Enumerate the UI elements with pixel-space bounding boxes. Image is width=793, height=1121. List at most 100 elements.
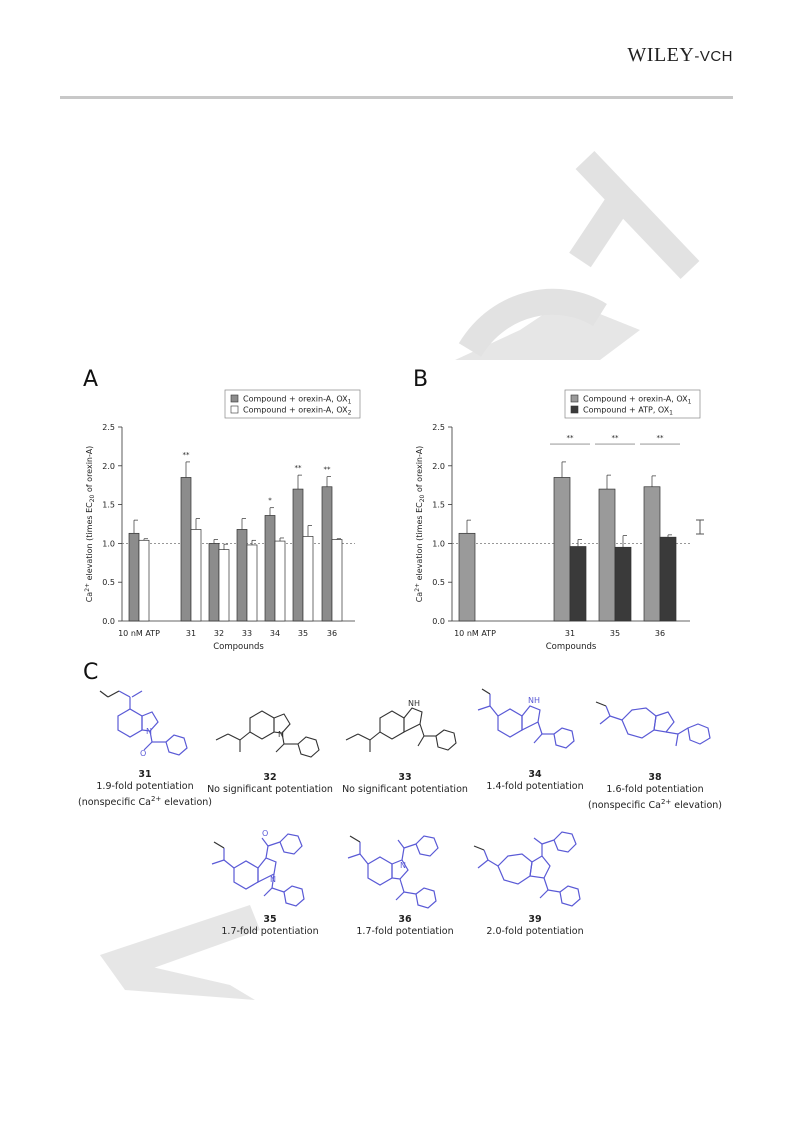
legend-swatch (570, 394, 579, 403)
y-tick-label: 2.5 (102, 423, 115, 432)
x-tick-label: 36 (327, 629, 337, 638)
x-tick-label: 34 (270, 629, 280, 638)
y-tick-label: 0.0 (102, 617, 115, 626)
x-tick-label: 31 (186, 629, 196, 638)
x-tick-label: 31 (565, 629, 575, 638)
x-tick-label: 35 (298, 629, 308, 638)
header-divider (60, 96, 733, 99)
x-tick-label: 35 (610, 629, 620, 638)
compound-38-caption: 38 1.6-fold potentiation (nonspecific Ca… (580, 772, 730, 812)
compound-result: 1.7-fold potentiation (221, 926, 319, 937)
chart-b: 0.0 0.5 1.0 1.5 2.0 2.5 10 nM ATP 31 35 36 ** ** ** C… (414, 389, 701, 652)
structure-32: N (215, 710, 320, 758)
significance-marker: ** (295, 464, 303, 472)
y-tick-label: 1.5 (102, 501, 115, 510)
x-axis-label: Compounds (546, 642, 597, 652)
significance-marker: ** (657, 434, 665, 442)
legend-label: Compound + orexin-A, OX1 (583, 395, 692, 406)
compound-number: 36 (398, 914, 412, 925)
structure-31: N O (99, 690, 188, 758)
significance-marker: ** (567, 434, 575, 442)
y-tick-label: 0.0 (432, 617, 445, 626)
y-tick-label: 1.5 (432, 501, 445, 510)
legend-label: Compound + orexin-A, OX1 (243, 395, 352, 406)
publisher-logo: WILEY-VCH (627, 44, 733, 67)
compound-35-caption: 35 1.7-fold potentiation (205, 914, 335, 938)
legend-swatch (570, 405, 579, 414)
compound-result: 1.9-fold potentiation (96, 781, 194, 792)
bar (659, 536, 677, 622)
legend-label: Compound + orexin-A, OX2 (243, 406, 352, 417)
note-sup: 2+ (660, 798, 672, 806)
compound-number: 31 (138, 769, 152, 780)
significance-marker: ** (183, 451, 191, 459)
compound-36-caption: 36 1.7-fold potentiation (340, 914, 470, 938)
publisher-name: WILEY (627, 44, 695, 66)
y-tick-label: 0.5 (432, 578, 445, 587)
compound-result: 1.6-fold potentiation (606, 784, 704, 795)
significance-marker: * (268, 497, 272, 505)
legend-box (224, 389, 361, 419)
compound-result: 1.7-fold potentiation (356, 926, 454, 937)
compound-number: 32 (263, 772, 277, 783)
atom-o-label: O (140, 749, 146, 758)
bar (643, 486, 661, 622)
structure-39 (473, 831, 581, 907)
y-tick-label: 2.0 (102, 462, 115, 471)
compound-note: (nonspecific Ca2+ elevation) (588, 798, 722, 812)
x-tick-label: 10 nM ATP (454, 629, 496, 638)
atom-n-label: N (146, 727, 152, 736)
x-axis-label: Compounds (213, 642, 264, 652)
bar (458, 532, 476, 622)
compound-number: 34 (528, 769, 542, 780)
compound-32-caption: 32 No significant potentiation (205, 772, 335, 796)
panel-label-c: C (83, 660, 99, 685)
structure-38 (595, 701, 711, 747)
atom-o-label: O (262, 829, 268, 838)
compound-number: 39 (528, 914, 542, 925)
x-tick-label: 10 nM ATP (118, 629, 160, 638)
compound-result: 1.4-fold potentiation (486, 781, 584, 792)
publisher-suffix: -VCH (694, 48, 733, 65)
significance-marker: ** (612, 434, 620, 442)
compound-31-caption: 31 1.9-fold potentiation (nonspecific Ca… (70, 769, 220, 809)
compound-result: No significant potentiation (207, 784, 333, 795)
atom-n-label: N (270, 875, 276, 884)
compound-33-caption: 33 No significant potentiation (335, 772, 475, 796)
compound-result: 2.0-fold potentiation (486, 926, 584, 937)
compound-number: 38 (648, 772, 662, 783)
panel-label-a: A (83, 367, 99, 392)
compound-result: No significant potentiation (342, 784, 468, 795)
y-axis-label: Ca2+ elevation (times EC20 of orexin-A) (414, 446, 426, 603)
stray-errorbar-mark (696, 519, 704, 535)
x-tick-label: 32 (214, 629, 224, 638)
legend-swatch (230, 394, 239, 403)
compound-note: (nonspecific Ca2+ elevation) (78, 795, 212, 809)
bar (614, 546, 632, 622)
note-post: elevation) (671, 800, 722, 812)
x-tick-label: 36 (655, 629, 665, 638)
compound-34-caption: 34 1.4-fold potentiation (470, 769, 600, 793)
structure-34: NH (477, 688, 575, 749)
note-pre: (nonspecific Ca (588, 800, 661, 812)
note-pre: (nonspecific Ca (78, 797, 151, 809)
atom-nh-label: NH (528, 696, 540, 705)
compound-39-caption: 39 2.0-fold potentiation (470, 914, 600, 938)
structure-36: N (347, 835, 439, 909)
atom-n-label: N (400, 861, 406, 870)
bar (569, 546, 587, 622)
note-post: elevation) (161, 797, 212, 809)
atom-n-label: N (278, 730, 284, 739)
y-tick-label: 2.0 (432, 462, 445, 471)
compound-number: 33 (398, 772, 412, 783)
note-sup: 2+ (150, 795, 162, 803)
structure-33: NH (345, 699, 457, 752)
x-tick-label: 33 (242, 629, 252, 638)
significance-marker: ** (324, 466, 332, 474)
y-tick-label: 2.5 (432, 423, 445, 432)
y-tick-label: 1.0 (102, 539, 115, 548)
bar (598, 488, 616, 622)
compound-number: 35 (263, 914, 277, 925)
legend-label: Compound + ATP, OX1 (583, 406, 673, 417)
atom-nh-label: NH (408, 699, 420, 708)
